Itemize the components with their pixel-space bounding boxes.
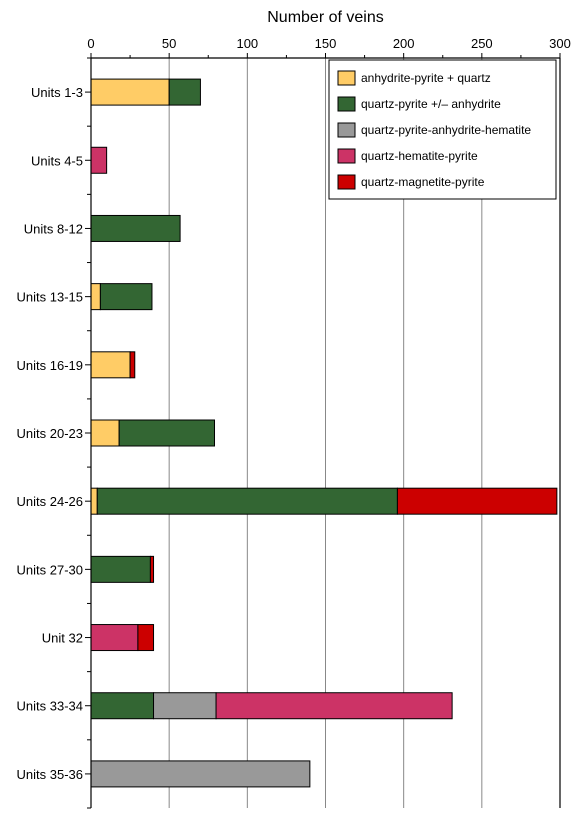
bar-segment — [90, 214, 181, 242]
x-ticks: 0 50 100 150 200 250 300 — [87, 36, 571, 58]
bar-segment — [215, 692, 453, 720]
category-label: Units 27-30 — [17, 562, 83, 577]
category-labels: Units 1-3 Units 4-5 Units 8-12 Units 13-15 U… — [17, 85, 83, 782]
x-tick-label: 250 — [471, 36, 493, 51]
category-label: Units 20-23 — [17, 426, 83, 441]
bar-segment — [90, 624, 139, 652]
category-label: Units 8-12 — [24, 221, 83, 236]
bar-segment — [99, 283, 153, 311]
legend-label: quartz-pyrite-anhydrite-hematite — [361, 123, 531, 137]
legend-swatch — [337, 96, 356, 112]
bar-segment — [396, 487, 558, 515]
bar-segment — [90, 760, 311, 788]
bar-segment — [90, 692, 155, 720]
legend-swatch — [337, 148, 356, 164]
legend-label: anhydrite-pyrite + quartz — [361, 71, 491, 85]
bar-segment — [90, 283, 101, 311]
legend-box — [328, 59, 557, 200]
category-label: Units 24-26 — [17, 494, 83, 509]
x-tick-label: 0 — [87, 36, 94, 51]
bar-segment — [90, 78, 170, 106]
bar-segment — [96, 487, 398, 515]
bar-segment — [149, 555, 155, 583]
category-label: Unit 32 — [42, 631, 83, 646]
bar-segment — [90, 555, 151, 583]
category-label: Units 33-34 — [17, 699, 83, 714]
bar-segment — [118, 419, 216, 447]
x-tick-label: 300 — [549, 36, 571, 51]
category-label: Units 1-3 — [31, 85, 83, 100]
bar-segment — [90, 487, 98, 515]
legend-swatch — [337, 122, 356, 138]
category-label: Units 35-36 — [17, 767, 83, 782]
bar-segment — [90, 419, 120, 447]
category-label: Units 16-19 — [17, 358, 83, 373]
x-axis-title: Number of veins — [267, 9, 384, 26]
bar-segment — [129, 351, 136, 379]
legend-label: quartz-magnetite-pyrite — [361, 175, 485, 189]
bar-segment — [90, 146, 108, 174]
legend-swatch — [337, 174, 356, 190]
legend-label: quartz-hematite-pyrite — [361, 149, 478, 163]
bar-segment — [90, 351, 131, 379]
bars — [90, 78, 558, 788]
bar-segment — [168, 78, 201, 106]
bar-segment — [137, 624, 155, 652]
legend: anhydrite-pyrite + quartz quartz-pyrite +… — [328, 59, 557, 200]
x-tick-label: 200 — [393, 36, 415, 51]
x-tick-label: 50 — [162, 36, 176, 51]
bar-segment — [153, 692, 217, 720]
legend-label: quartz-pyrite +/– anhydrite — [361, 97, 501, 111]
legend-swatch — [337, 70, 356, 86]
category-label: Units 13-15 — [17, 290, 83, 305]
x-tick-label: 100 — [236, 36, 258, 51]
category-label: Units 4-5 — [31, 153, 83, 168]
x-tick-label: 150 — [315, 36, 337, 51]
